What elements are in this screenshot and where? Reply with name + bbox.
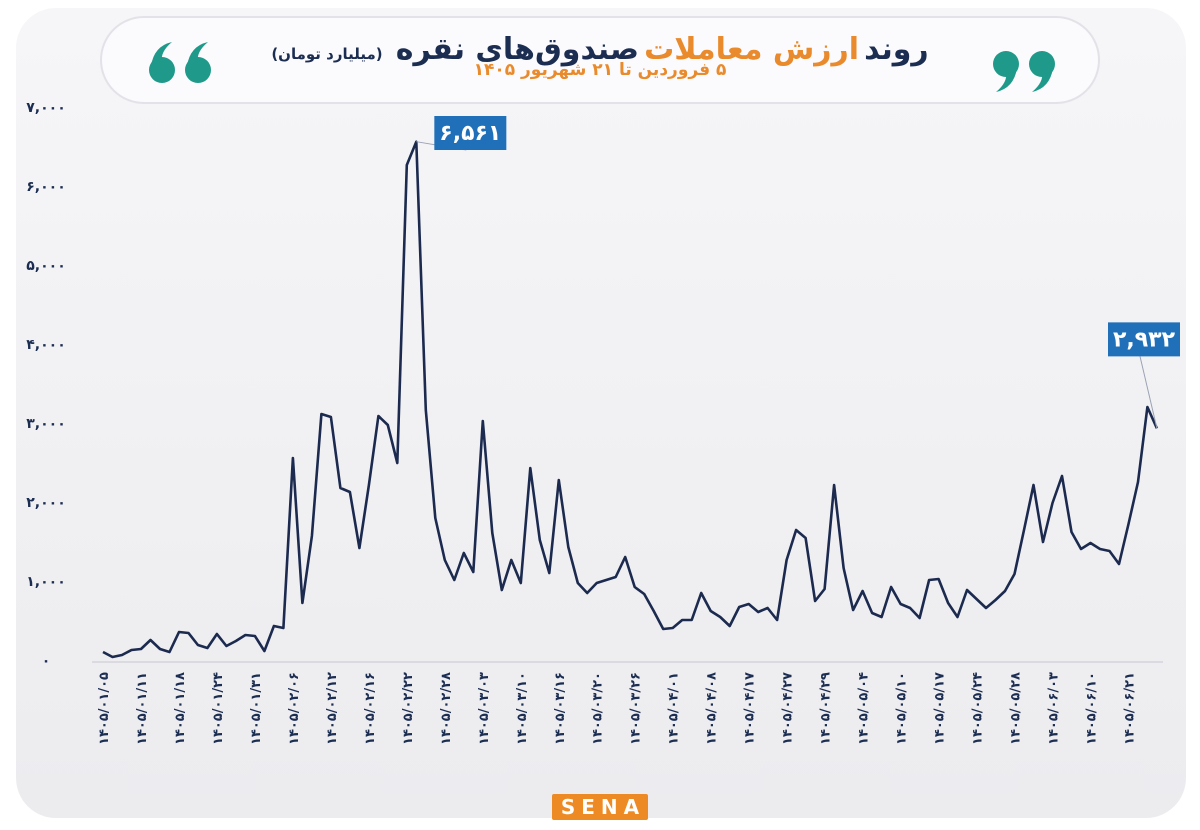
- quote-right: [993, 51, 1055, 92]
- x-tick-label: ۱۴۰۵/۰۳/۲۰: [591, 672, 606, 745]
- x-tick-label: ۱۴۰۵/۰۴/۲۹: [819, 672, 834, 745]
- chart-subtitle: ۵ فروردین تا ۲۱ شهریور ۱۴۰۵: [473, 60, 727, 80]
- x-tick-label: ۱۴۰۵/۰۵/۰۴: [857, 672, 872, 745]
- value-label-box: [434, 116, 507, 150]
- chart-title: صندوق‌های نقره: [395, 32, 640, 67]
- y-tick-label: ۳,۰۰۰: [26, 416, 66, 432]
- x-tick-label: ۱۴۰۵/۰۳/۱۰: [515, 672, 530, 745]
- quote-left: [149, 42, 211, 83]
- x-tick-label: ۱۴۰۵/۰۲/۱۶: [363, 672, 378, 745]
- x-tick-label: ۱۴۰۵/۰۱/۰۵: [97, 672, 112, 745]
- logo: SENA: [552, 794, 648, 820]
- value-label-box: [1108, 322, 1180, 357]
- y-tick-label: ۵,۰۰۰: [26, 258, 66, 274]
- value-label: ۶,۵۶۱: [439, 121, 501, 146]
- data-line: [102, 140, 1159, 659]
- x-tick-label: ۱۴۰۵/۰۵/۱۰: [895, 672, 910, 745]
- x-tick-label: ۱۴۰۵/۰۱/۲۴: [211, 672, 226, 745]
- x-tick-label: ۱۴۰۵/۰۲/۲۸: [439, 672, 454, 745]
- y-tick-label: ۲,۰۰۰: [26, 495, 66, 511]
- x-tick-label: ۱۴۰۵/۰۵/۲۴: [971, 672, 986, 745]
- card-background: [16, 8, 1186, 818]
- y-tick-label: ۱,۰۰۰: [26, 574, 66, 590]
- chart-title-accent: ارزش معاملات: [644, 32, 860, 67]
- x-tick-label: ۱۴۰۵/۰۱/۱۸: [173, 672, 188, 745]
- x-tick-label: ۱۴۰۵/۰۶/۱۰: [1084, 672, 1099, 745]
- x-tick-label: ۱۴۰۵/۰۴/۰۱: [667, 672, 682, 745]
- y-tick-label: ۴,۰۰۰: [26, 337, 66, 353]
- x-tick-label: ۱۴۰۵/۰۴/۰۸: [705, 672, 720, 745]
- x-tick-label: ۱۴۰۵/۰۲/۲۲: [401, 672, 416, 745]
- title-row: روند ارزش معاملات صندوق‌های نقره (میلیار…: [102, 32, 1098, 67]
- x-tick-label: ۱۴۰۵/۰۴/۱۷: [743, 672, 758, 745]
- header: روند ارزش معاملات صندوق‌های نقره (میلیار…: [100, 16, 1100, 104]
- x-tick-label: ۱۴۰۵/۰۵/۲۸: [1009, 672, 1024, 745]
- chart-title: روند: [864, 32, 929, 67]
- y-tick-label: ۷,۰۰۰: [26, 100, 66, 116]
- label-connector: [1139, 356, 1158, 429]
- y-tick-label: ۶,۰۰۰: [26, 179, 66, 195]
- x-tick-label: ۱۴۰۵/۰۵/۱۷: [933, 672, 948, 745]
- x-tick-label: ۱۴۰۵/۰۱/۱۱: [135, 672, 150, 745]
- x-tick-label: ۱۴۰۵/۰۳/۲۶: [629, 672, 644, 745]
- x-tick-label: ۱۴۰۵/۰۲/۰۶: [287, 672, 302, 745]
- y-tick-label: ۰: [42, 653, 51, 669]
- x-tick-label: ۱۴۰۵/۰۶/۲۱: [1122, 672, 1137, 745]
- quote-icons: [149, 42, 1055, 92]
- x-tick-label: ۱۴۰۵/۰۳/۰۳: [477, 672, 492, 745]
- x-tick-label: ۱۴۰۵/۰۴/۲۷: [781, 672, 796, 745]
- x-tick-label: ۱۴۰۵/۰۱/۳۱: [249, 672, 264, 745]
- x-tick-label: ۱۴۰۵/۰۲/۱۲: [325, 672, 340, 745]
- x-tick-label: ۱۴۰۵/۰۶/۰۳: [1047, 672, 1062, 745]
- value-label: ۲,۹۳۲: [1113, 327, 1176, 352]
- x-tick-label: ۱۴۰۵/۰۳/۱۶: [553, 672, 568, 745]
- unit-label: (میلیارد تومان): [271, 45, 383, 63]
